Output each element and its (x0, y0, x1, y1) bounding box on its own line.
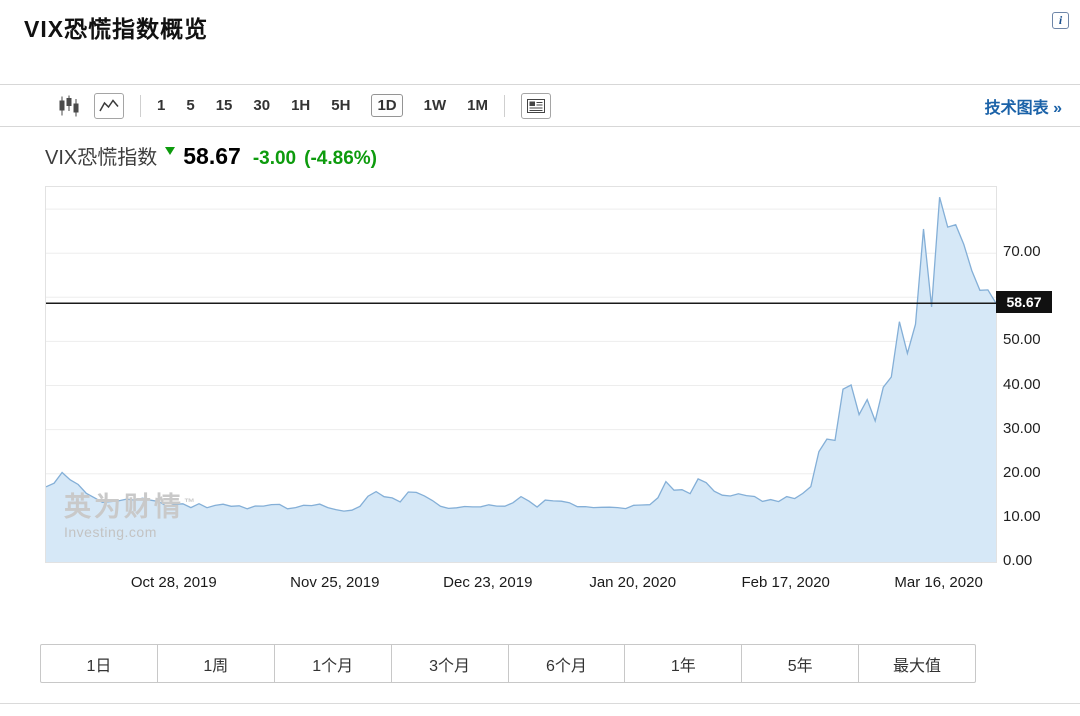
range-button-1周[interactable]: 1周 (156, 645, 274, 682)
x-axis-label: Dec 23, 2019 (443, 574, 533, 591)
y-axis-label: 50.00 (1003, 331, 1041, 349)
chart-line (46, 197, 996, 512)
x-axis-label: Mar 16, 2020 (894, 574, 983, 591)
instrument-name: VIX恐慌指数 (45, 147, 158, 169)
chart-area-fill (46, 197, 996, 562)
price-change-percent: (-4.86%) (304, 148, 377, 169)
y-axis-label: 70.00 (1003, 243, 1041, 261)
chart-toolbar: 1 5 15 30 1H 5H 1D 1W 1M 技术图表 » (0, 84, 1080, 127)
interval-button-5[interactable]: 5 (186, 97, 195, 114)
y-axis-label: 0.00 (1003, 552, 1033, 569)
interval-button-15[interactable]: 15 (215, 97, 233, 114)
range-button-6个月[interactable]: 6个月 (507, 645, 625, 682)
technical-chart-link[interactable]: 技术图表 » (984, 99, 1062, 117)
toolbar-separator (503, 94, 505, 117)
range-selector: 1日 1周 1个月 3个月 6个月 1年 5年 最大值 (40, 644, 976, 683)
price-change: -3.00 (252, 148, 297, 169)
chart-plot-area[interactable]: 英为财情™ Investing.com (45, 186, 997, 563)
x-axis: Oct 28, 2019 Nov 25, 2019 Dec 23, 2019 Jan … (45, 574, 995, 598)
info-icon[interactable]: i (1052, 12, 1069, 29)
interval-button-1w[interactable]: 1W (423, 97, 447, 114)
candlestick-chart-icon[interactable] (58, 95, 80, 117)
interval-button-1[interactable]: 1 (157, 97, 166, 114)
x-axis-label: Nov 25, 2019 (290, 574, 380, 591)
y-axis-label: 10.00 (1003, 507, 1041, 525)
range-button-1个月[interactable]: 1个月 (273, 645, 391, 682)
interval-button-1h[interactable]: 1H (291, 97, 311, 114)
news-panel-icon[interactable] (520, 92, 551, 119)
interval-button-1m[interactable]: 1M (467, 97, 488, 114)
y-axis-label: 20.00 (1003, 463, 1041, 481)
y-axis-label: 30.00 (1003, 419, 1041, 437)
interval-button-5h[interactable]: 5H (331, 97, 351, 114)
x-axis-label: Feb 17, 2020 (741, 574, 830, 591)
price-badge: 58.67 (996, 291, 1052, 314)
toolbar-separator (140, 94, 141, 117)
down-arrow-icon (165, 146, 176, 155)
page-title: VIX恐慌指数概览 (24, 16, 209, 42)
range-button-3个月[interactable]: 3个月 (390, 645, 508, 682)
y-axis-label: 40.00 (1003, 375, 1041, 393)
x-axis-label: Oct 28, 2019 (130, 574, 217, 591)
interval-button-30[interactable]: 30 (253, 97, 271, 114)
area-chart-icon[interactable] (94, 92, 124, 119)
bottom-divider (0, 703, 1080, 704)
range-button-1年[interactable]: 1年 (624, 645, 741, 682)
range-button-最大值[interactable]: 最大值 (858, 645, 975, 682)
range-button-5年[interactable]: 5年 (741, 645, 858, 682)
range-button-1日[interactable]: 1日 (86, 657, 112, 675)
interval-group: 1 5 15 30 1H 5H 1D 1W 1M (157, 94, 488, 117)
interval-button-1d[interactable]: 1D (371, 94, 403, 117)
x-axis-label: Jan 20, 2020 (589, 574, 677, 591)
quote-header: VIX恐慌指数 58.67 -3.00 (-4.86%) (45, 141, 385, 170)
y-axis: 58.67 70.00 50.00 40.00 30.00 20.00 10.00 0.00 (996, 186, 1080, 569)
last-price: 58.67 (183, 143, 241, 169)
